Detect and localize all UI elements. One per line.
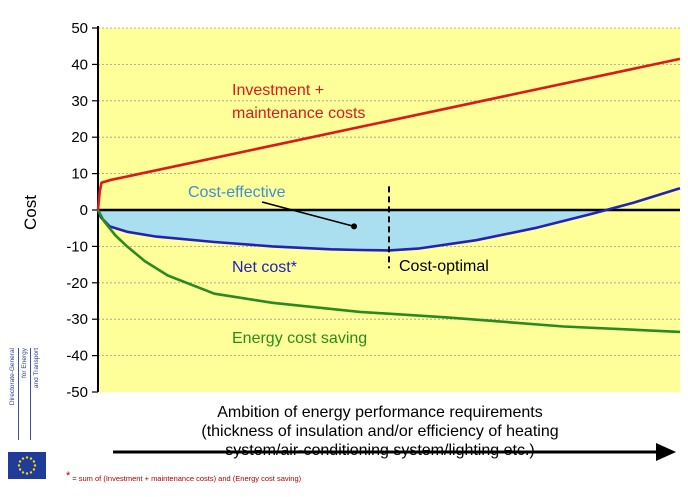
y-tick-label: -20 [66,275,88,292]
y-tick-label: -40 [66,348,88,365]
investment-label-line-1: Investment + [232,82,324,99]
cost-effective-pointer-dot [351,223,358,230]
cost-optimal-label: Cost-optimal [399,258,489,275]
series-line-energy-cost-saving [96,209,681,334]
y-tick-label: 20 [71,129,88,146]
logo-line-1: Directorate-General [9,348,16,406]
x-axis-label: Ambition of energy performance requireme… [100,403,660,460]
directorate-general-logo: Directorate-General for Energy and Trans… [8,348,42,440]
logo-line-3: and Transport [33,348,40,389]
cost-effective-label: Cost-effective [188,184,286,201]
energy-cost-saving-label: Energy cost saving [232,330,367,347]
y-tick-label: -50 [66,384,88,401]
y-tick-label: -10 [66,238,88,255]
footnote: * = sum of (Investment + maintenance cost… [66,470,301,483]
series-line-investment-maintenance-costs [96,57,681,211]
footnote-star: * [66,470,71,482]
eu-flag-icon [8,452,46,479]
footnote-text: = sum of (Investment + maintenance costs… [72,474,302,483]
investment-label-line-2: maintenance costs [232,105,365,122]
y-tick-label: 0 [80,202,88,219]
y-axis-label: Cost [21,195,40,230]
logo-line-2: for Energy [21,348,28,378]
y-tick-label: -30 [66,311,88,328]
series-line-net-cost [96,186,681,252]
x-axis-label-line-2: (thickness of insulation and/or efficien… [201,423,559,440]
x-axis-label-line-1: Ambition of energy performance requireme… [217,404,543,421]
y-tick-label: 40 [71,56,88,73]
net-cost-label: Net cost* [232,259,297,276]
y-tick-label: 50 [71,20,88,37]
x-arrow-head [656,443,676,461]
cost-effective-pointer [261,201,355,228]
y-tick-label: 30 [71,93,88,110]
x-axis-label-line-3: system/air-conditioning system/lighting … [225,442,535,459]
cost-effective-region [98,210,607,251]
y-tick-label: 10 [71,166,88,183]
